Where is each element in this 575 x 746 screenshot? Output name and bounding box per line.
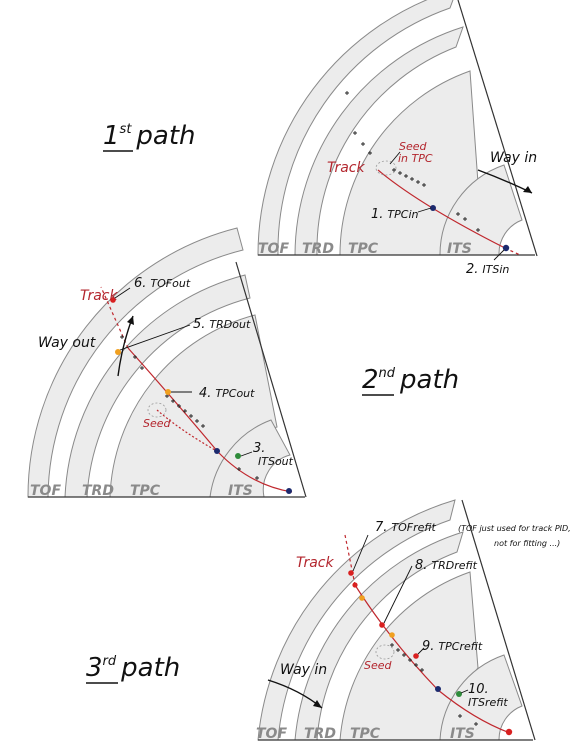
way-in-arrowhead bbox=[313, 700, 322, 708]
point-its-inner bbox=[505, 728, 513, 736]
direction-label: Way in bbox=[280, 662, 327, 678]
point-itsrefit bbox=[456, 691, 462, 697]
panel-path3: Track Seed Way in 7. TOFrefit (TOF just u… bbox=[86, 499, 571, 742]
hit-marks bbox=[120, 335, 259, 480]
pointer-itsin bbox=[493, 249, 505, 261]
detector-tpc: TPC bbox=[350, 726, 381, 742]
pointer-itsout bbox=[240, 451, 253, 457]
track-label: Track bbox=[327, 160, 365, 176]
seed-label: Seed bbox=[399, 140, 428, 153]
hit-marks bbox=[345, 91, 480, 232]
label-itsrefit-name: ITSrefit bbox=[468, 696, 508, 709]
label-itsin: 2. ITSin bbox=[466, 262, 509, 277]
detector-tof: TOF bbox=[30, 483, 61, 499]
label-itsout-num: 3. bbox=[253, 441, 265, 456]
its-layer bbox=[209, 419, 291, 498]
direction-label: Way in bbox=[490, 150, 537, 166]
detector-trd: TRD bbox=[82, 483, 114, 499]
seed-region bbox=[147, 402, 167, 418]
pointer-tofout bbox=[114, 287, 131, 299]
pointer-itsrefit bbox=[460, 689, 469, 694]
tof-layer bbox=[257, 499, 456, 741]
pointer-tofrefit bbox=[352, 534, 369, 572]
track-extension bbox=[100, 286, 129, 349]
pointer-trdrefit bbox=[383, 565, 413, 624]
point-tpc-orange bbox=[389, 632, 395, 638]
detector-its: ITS bbox=[228, 483, 253, 499]
panel-path2: Track Seed Way out 6. TOFout 5. TRDout 4. T… bbox=[27, 227, 459, 499]
heading-path2: 2nd path bbox=[362, 365, 459, 395]
way-in-arrowhead bbox=[523, 186, 532, 193]
point-tofrefit bbox=[348, 570, 354, 576]
sector-edge bbox=[235, 261, 307, 498]
label-itsrefit-num: 10. bbox=[468, 682, 489, 697]
pointer-tpcrefit bbox=[417, 647, 425, 655]
point-itsout bbox=[235, 453, 241, 459]
label-tofout: 6. TOFout bbox=[134, 276, 191, 291]
label-tpcout: 4. TPCout bbox=[199, 386, 255, 401]
detector-tpc: TPC bbox=[130, 483, 161, 499]
seed-label: Seed bbox=[364, 659, 393, 672]
tof-layer bbox=[257, 0, 454, 256]
seed-label: Seed bbox=[143, 417, 172, 430]
point-trdout bbox=[115, 349, 121, 355]
point-tpcin bbox=[430, 205, 436, 211]
point-trd-orange bbox=[359, 595, 365, 601]
seed-region bbox=[375, 160, 397, 176]
tof-note-sub: not for fitting ...) bbox=[494, 539, 560, 548]
way-out-arrowhead bbox=[127, 316, 134, 325]
its-layer bbox=[439, 654, 523, 741]
sector-edge bbox=[457, 0, 538, 257]
track-extension bbox=[344, 534, 356, 586]
detector-trd: TRD bbox=[304, 726, 336, 742]
sector-edge bbox=[461, 499, 536, 741]
point-itsin bbox=[502, 244, 510, 252]
point-tofout bbox=[110, 297, 116, 303]
detector-tof: TOF bbox=[256, 726, 287, 742]
its-layer bbox=[439, 164, 523, 256]
pointer-tpcin bbox=[417, 207, 432, 213]
seed-region bbox=[375, 644, 395, 660]
point-tpcout bbox=[165, 389, 171, 395]
label-tpcrefit: 9. TPCrefit bbox=[422, 639, 483, 654]
detector-trd: TRD bbox=[302, 241, 334, 257]
heading-path3: 3rd path bbox=[86, 653, 180, 683]
point-track-tof bbox=[352, 582, 358, 588]
label-tofrefit: 7. TOFrefit bbox=[375, 520, 437, 535]
point-trdrefit bbox=[379, 622, 385, 628]
label-tpcin: 1. TPCin bbox=[371, 207, 418, 222]
track-label: Track bbox=[296, 555, 334, 571]
point-tpc-inner bbox=[214, 448, 220, 454]
trd-layer bbox=[294, 26, 464, 256]
point-tpcrefit bbox=[413, 653, 419, 659]
tof-layer bbox=[27, 227, 244, 498]
tof-note: (TOF just used for track PID, bbox=[458, 524, 571, 533]
hit-marks bbox=[390, 643, 478, 726]
pointer-trdout bbox=[119, 324, 191, 351]
pointer-seed bbox=[389, 151, 401, 165]
panel-path1: 1st path Track Seed in TPC Way in 1. TPCin… bbox=[103, 0, 538, 277]
seed-label-sub: in TPC bbox=[398, 152, 433, 165]
heading-path1: 1st path bbox=[103, 121, 196, 151]
trd-layer bbox=[294, 531, 464, 741]
point-tpc-inner bbox=[435, 686, 441, 692]
label-trdrefit: 8. TRDrefit bbox=[415, 558, 478, 573]
seed-guide bbox=[156, 409, 216, 451]
trd-layer bbox=[64, 274, 251, 498]
label-itsout-name: ITSout bbox=[258, 455, 294, 468]
detector-tof: TOF bbox=[258, 241, 289, 257]
label-trdout: 5. TRDout bbox=[193, 317, 251, 332]
track-label: Track bbox=[80, 288, 118, 304]
point-its-inner bbox=[286, 488, 292, 494]
detector-its: ITS bbox=[450, 726, 475, 742]
detector-its: ITS bbox=[447, 241, 472, 257]
detector-tpc: TPC bbox=[348, 241, 379, 257]
direction-label: Way out bbox=[38, 335, 96, 351]
